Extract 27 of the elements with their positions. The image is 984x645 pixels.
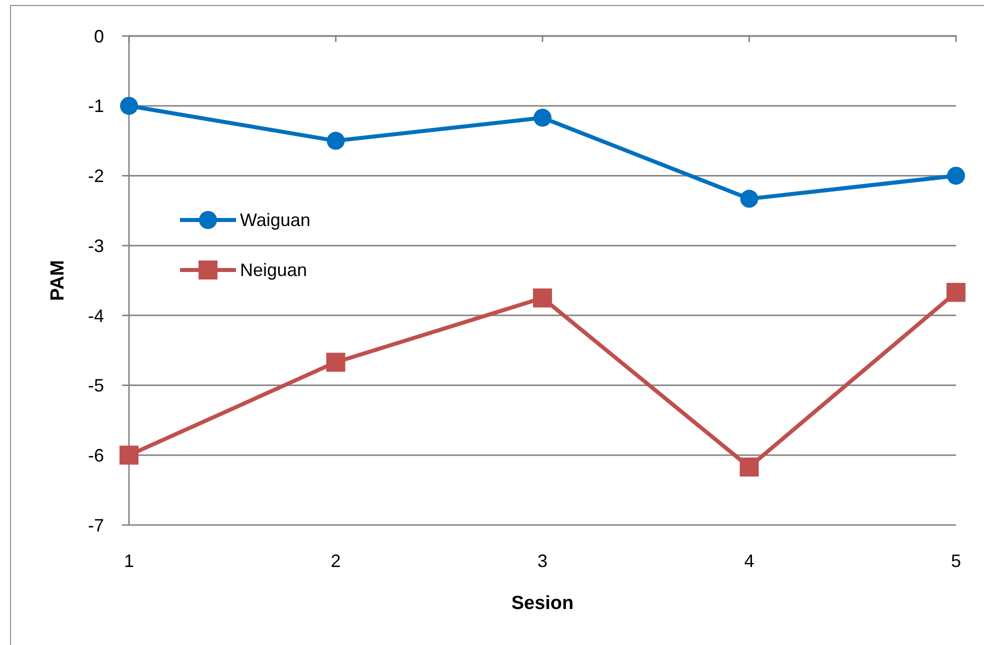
x-axis-title: Sesion (511, 593, 574, 614)
x-tick-label: 3 (537, 550, 548, 571)
point (740, 190, 758, 208)
point (740, 458, 759, 477)
point (326, 352, 346, 372)
y-tick-label: -6 (88, 446, 104, 466)
point (533, 288, 552, 308)
y-tick-label: -7 (88, 515, 104, 536)
point (120, 96, 138, 115)
y-tick-label: -5 (88, 376, 104, 396)
x-tick-label: 5 (950, 550, 962, 571)
x-tick-label: 4 (744, 550, 754, 571)
legend-label: Neiguan (240, 260, 308, 281)
y-tick-label: -2 (88, 166, 104, 186)
point (534, 108, 552, 127)
y-tick-label: 0 (94, 26, 104, 46)
y-tick-label: -1 (88, 96, 104, 116)
y-tick-label: -4 (88, 306, 104, 326)
y-axis-title: PAM (48, 260, 69, 301)
y-tick-label: -3 (88, 236, 104, 256)
legend-label: Waiguan (240, 210, 310, 231)
point (947, 166, 965, 185)
point (120, 446, 138, 465)
point (326, 132, 345, 150)
x-tick-label: 1 (124, 550, 134, 571)
x-tick-label: 2 (330, 550, 341, 571)
point (946, 282, 966, 302)
